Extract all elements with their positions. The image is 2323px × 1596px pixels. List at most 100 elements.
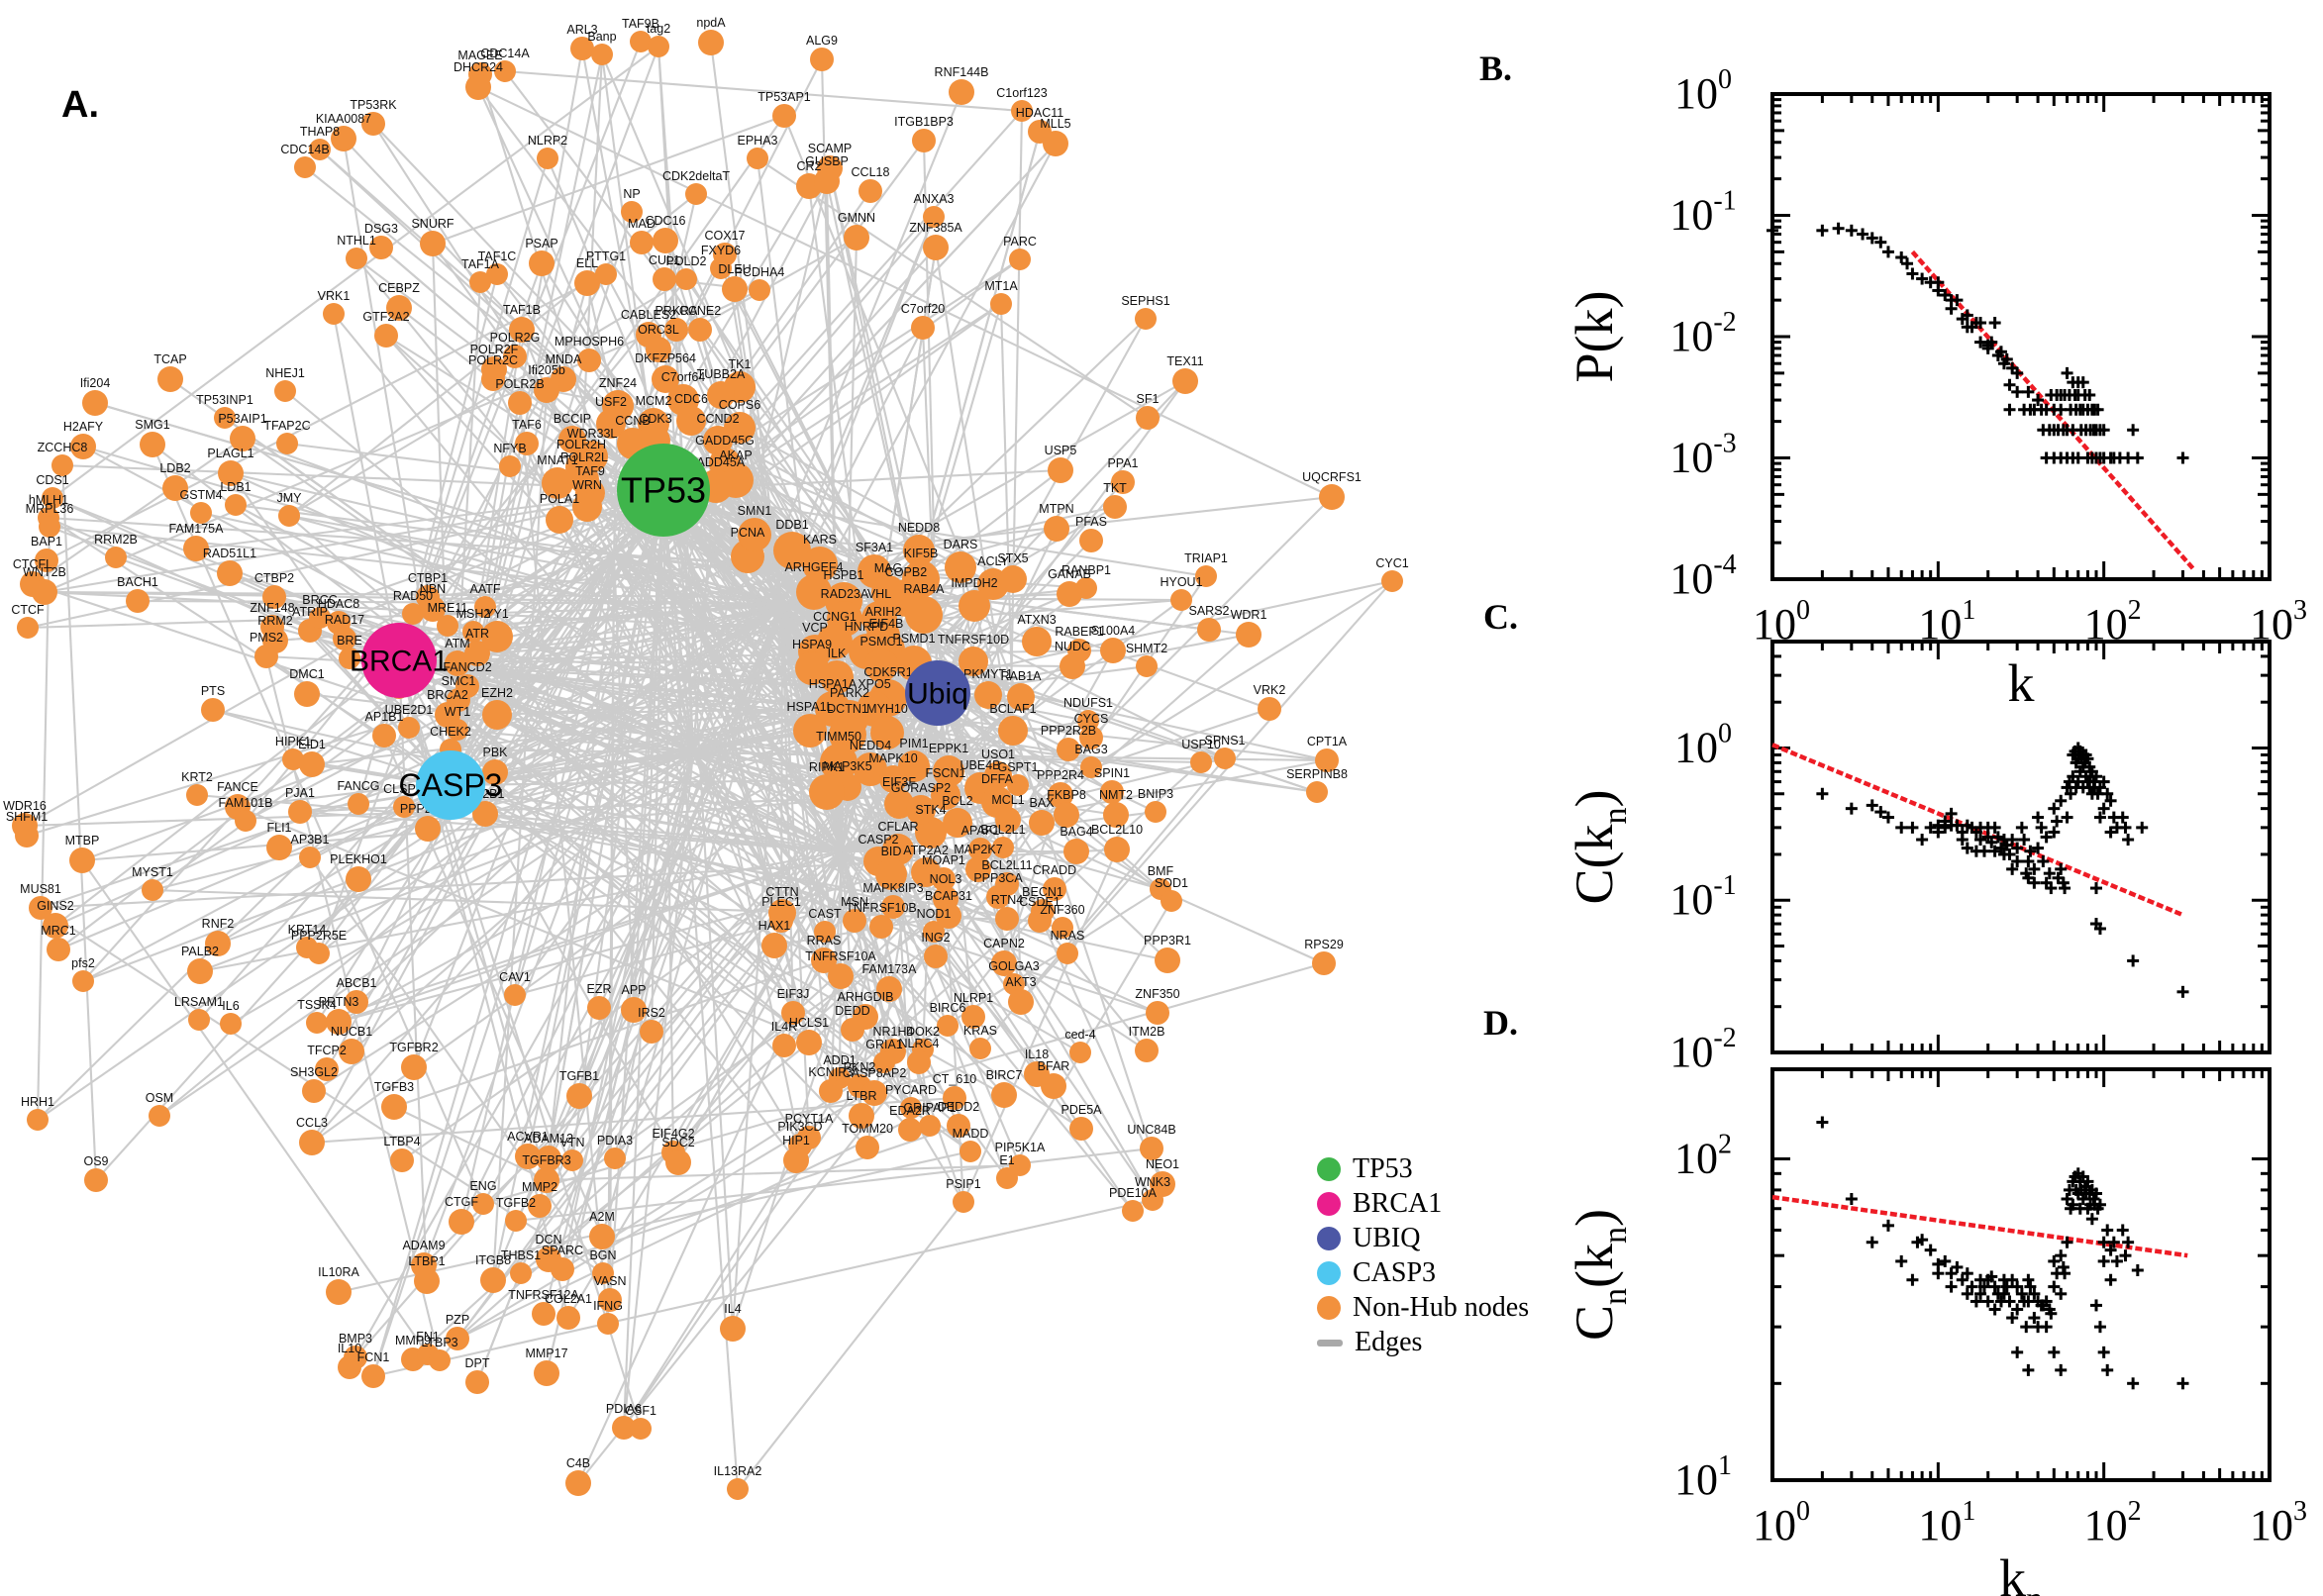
network-edge [51,46,659,499]
network-node-label: TFCP2 [307,1044,347,1057]
network-node-label: CCNE2 [679,304,721,318]
network-node [486,263,508,285]
network-node [534,1360,559,1386]
network-node [630,31,652,52]
network-node [796,1030,822,1055]
network-edge [349,603,783,1368]
network-edge [613,553,1055,1087]
network-node-label: EIF4B [869,617,904,631]
network-node-label: RAD23A [821,587,869,601]
network-node-label: KIF5B [904,547,939,560]
network-node-label: pfs2 [71,956,95,970]
network-node-label: MAGEE [457,49,502,62]
network-edge [937,664,1148,695]
network-edge [338,850,843,1023]
network-node [82,390,108,416]
network-node [282,748,304,770]
network-node [749,279,770,301]
network-node [42,487,63,509]
network-node-label: E1 [999,1153,1014,1167]
network-node [675,268,697,290]
network-node [561,1149,583,1171]
network-node [992,837,1014,858]
tick-label: 103 [2250,1496,2307,1549]
network-node [449,1209,474,1235]
network-node-label: NLRP1 [954,991,993,1005]
network-node [959,590,990,622]
network-edge [622,751,695,1429]
network-node-label: APAF1 [961,824,1000,838]
network-node [331,126,356,151]
network-node [188,1009,210,1031]
network-node-label: TAF1C [478,249,517,263]
network-node [665,1149,691,1175]
legend-item-nonhub: Non-Hub nodes [1317,1294,1529,1322]
network-edge [54,659,400,927]
network-node-label: DARS [944,538,978,551]
network-node [346,866,371,892]
network-node-label: ADD1 [823,1053,856,1067]
network-node [854,752,887,786]
network-node-label: PARK2 [830,686,869,700]
network-node [864,648,898,682]
network-node [126,589,150,613]
edge-swatch-icon [1317,1339,1343,1347]
network-node [1044,516,1069,542]
network-node-label: FXYD6 [701,244,741,257]
network-node [572,492,602,522]
network-node-label: CTBP2 [254,571,294,585]
network-node-label: NUCB1 [331,1025,372,1039]
network-node [961,1005,985,1029]
network-node-label: NEDD4 [850,739,891,752]
network-node [974,681,1002,709]
network-edges [24,41,1393,1490]
network-node-label: BCCIP [554,412,591,426]
hub-node-label: TP53 [621,470,706,511]
network-node [968,838,992,861]
tick-label: 10-2 [1669,1023,1736,1076]
network-node [820,744,858,781]
network-node [32,579,57,605]
network-node-label: MCM2 [636,394,672,408]
network-node [1080,756,1102,778]
network-node [587,996,611,1020]
network-node-label: PPP2R2B [1041,724,1096,738]
network-node-label: STX5 [997,551,1028,565]
network-edge [372,489,664,1377]
network-node [648,36,669,57]
network-node-label: TNFRSF12A [508,1288,579,1302]
network-edge [230,751,694,1025]
network-node-label: ABCB1 [337,976,377,990]
network-node-label: CCL3 [296,1116,328,1130]
network-node [596,409,626,439]
network-edge [491,399,685,1281]
network-node [105,547,127,568]
network-node-label: BCL2L11 [981,858,1032,872]
network-node-label: DDB1 [775,518,808,532]
network-node [230,426,255,451]
network-node [1135,308,1157,330]
network-node-label: CSDE1 [1019,895,1060,909]
network-node-label: NTHL1 [337,234,376,248]
network-node-label: MADD [953,1127,989,1141]
network-node [299,1130,325,1155]
network-node-label: SEPHS1 [1121,294,1169,308]
network-node [556,1306,580,1330]
network-node-label: CCNB [615,414,650,428]
network-edge [514,751,694,996]
network-node-label: FSCN1 [926,766,966,780]
network-node-label: ILK [828,647,847,660]
network-node-label: CAV1 [499,970,531,984]
network-node [51,454,73,476]
network-node [873,1051,895,1073]
network-node [1136,406,1160,430]
network-node [1079,529,1103,552]
network-node-label: LDB1 [220,480,251,494]
network-node-label: CDS1 [36,473,68,487]
network-node-label: PLEKHO1 [330,852,387,866]
network-edge [450,784,1005,1096]
network-edge [579,53,604,468]
network-node-label: PRTN3 [319,995,359,1009]
network-node-label: EZR [587,982,612,996]
network-node-label: DLEU [718,262,751,276]
